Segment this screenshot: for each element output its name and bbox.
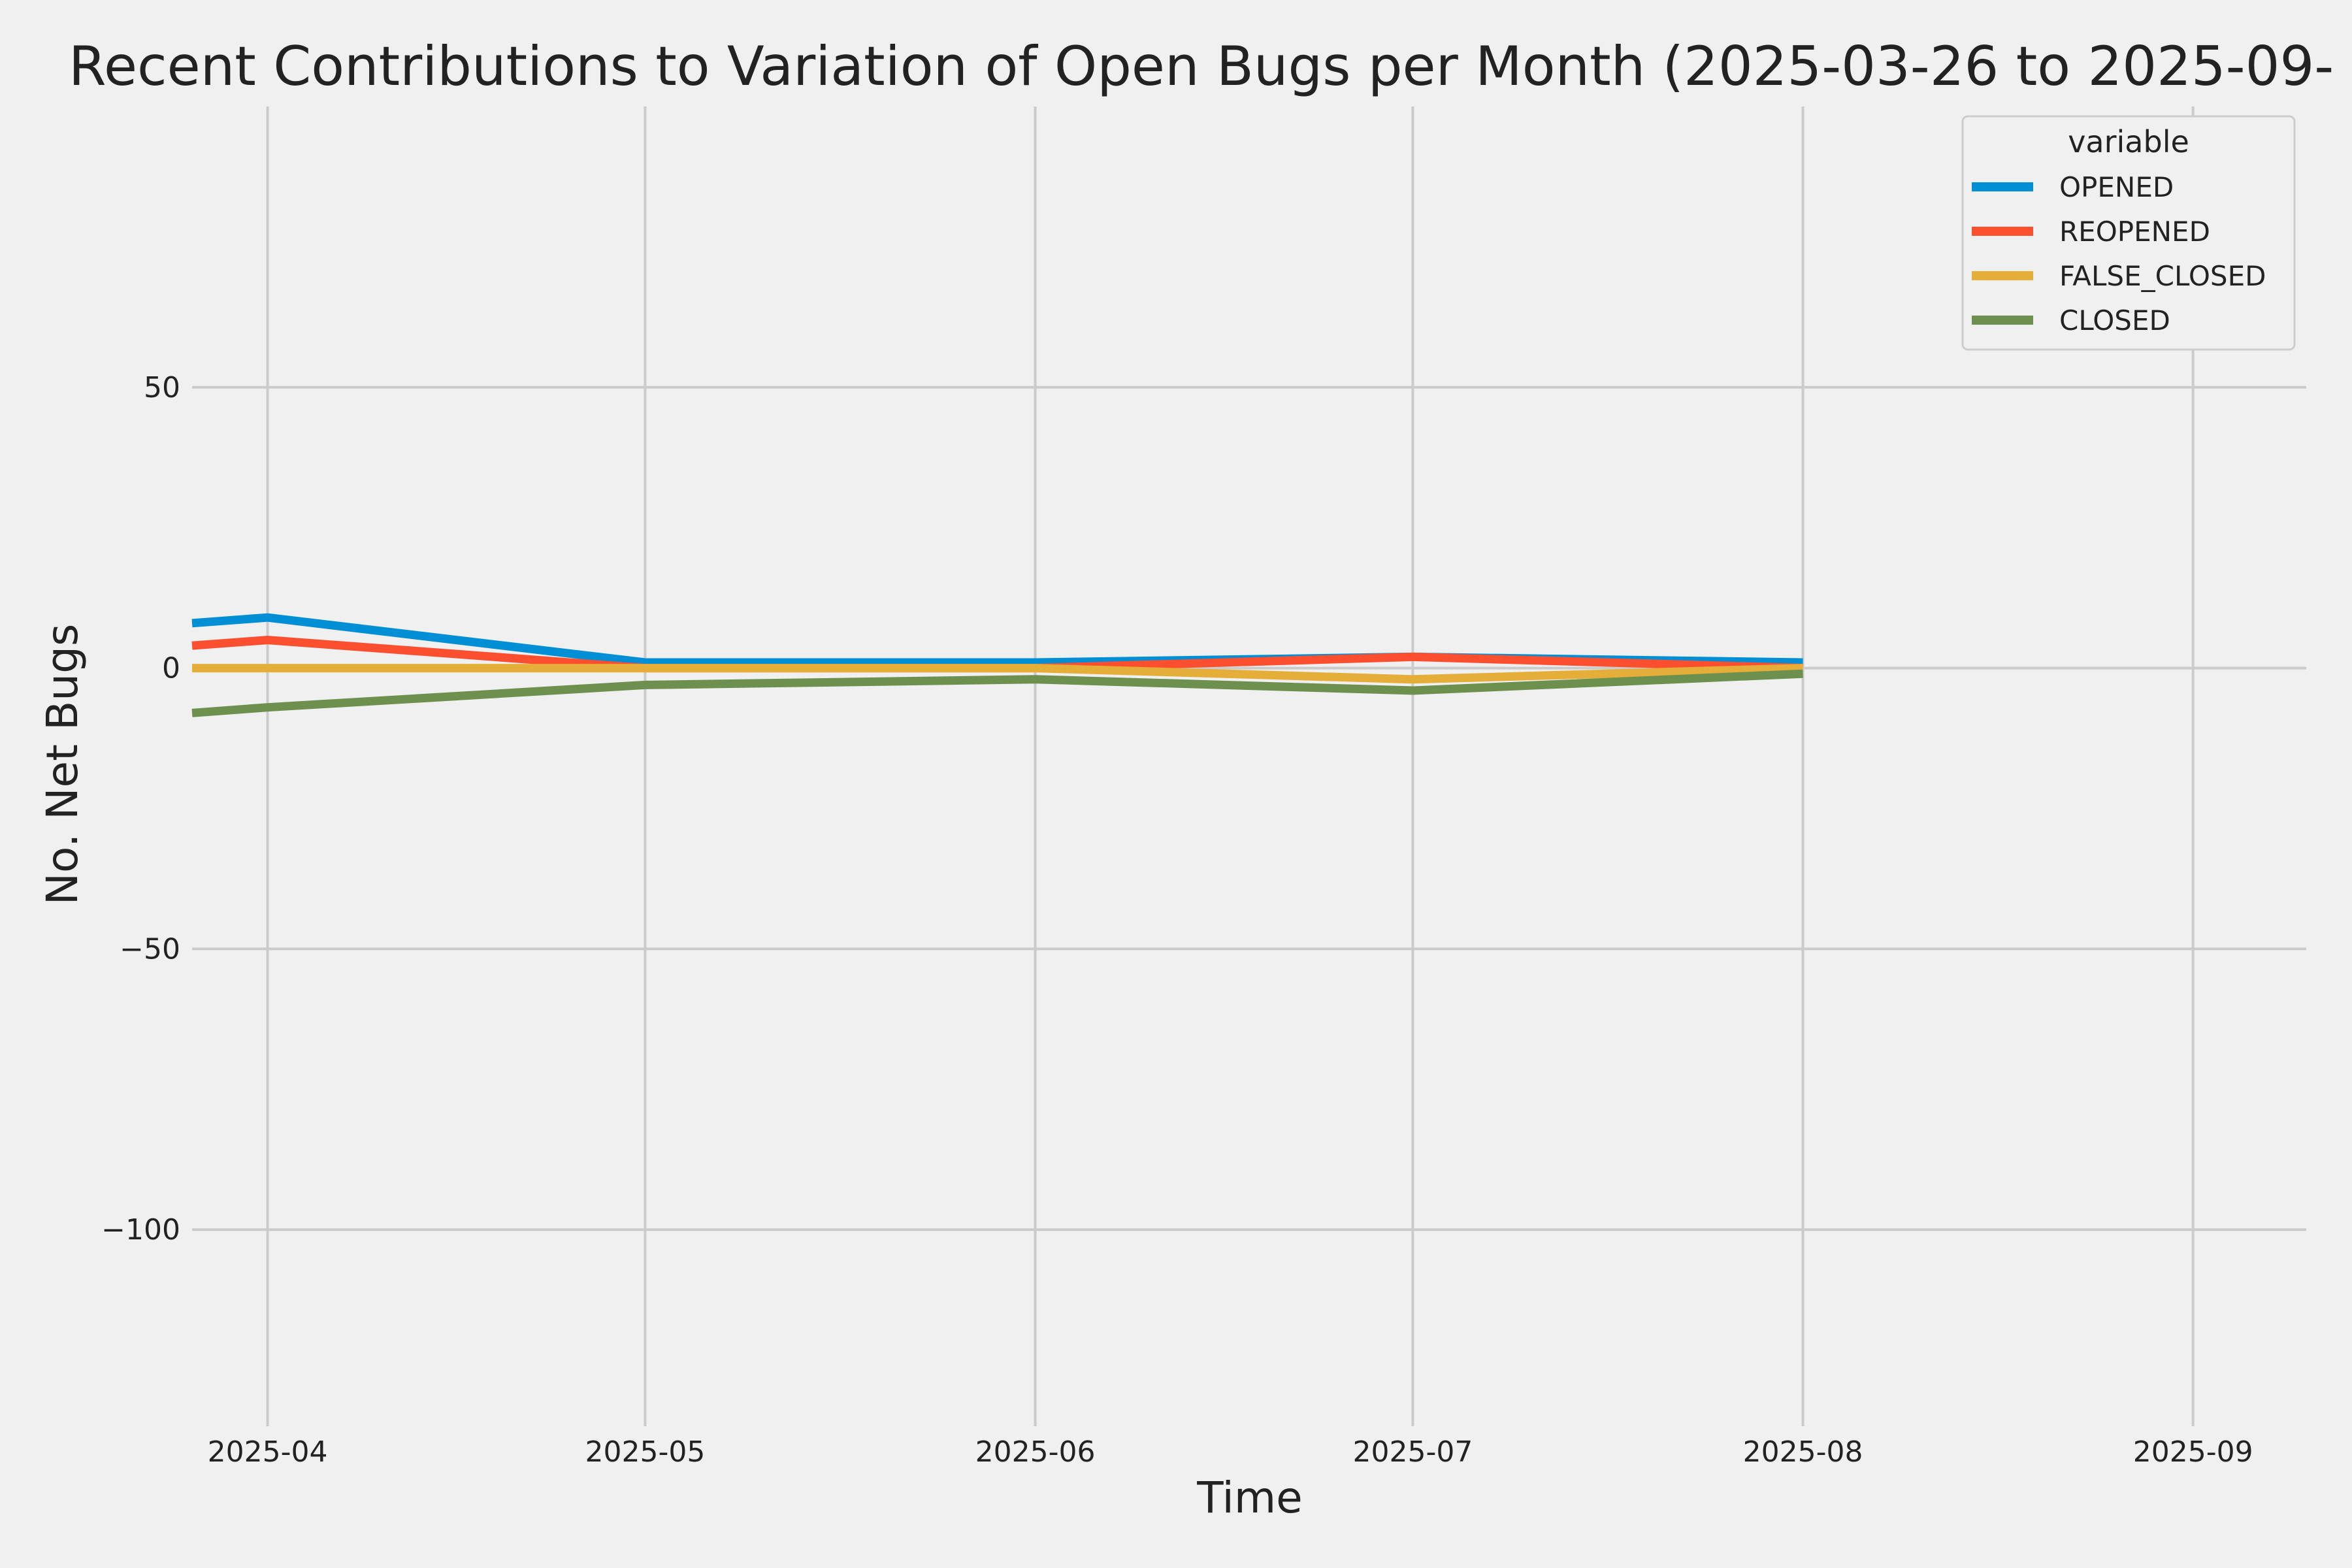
x-tick-label: 2025-09 [2133, 1435, 2253, 1469]
legend-label: CLOSED [2059, 304, 2170, 336]
legend-label: FALSE_CLOSED [2059, 260, 2266, 292]
x-tick-label: 2025-07 [1352, 1435, 1473, 1469]
x-tick-label: 2025-08 [1743, 1435, 1863, 1469]
x-tick-label: 2025-04 [208, 1435, 328, 1469]
legend-items: OPENED REOPENED FALSE_CLOSED CLOSED [1972, 171, 2266, 336]
y-axis-label: No. Net Bugs [37, 624, 88, 906]
legend: variable OPENED REOPENED FALSE_CLOSED CLOSE… [1961, 115, 2296, 351]
legend-label: REOPENED [2059, 216, 2210, 248]
legend-box [1961, 115, 2296, 351]
series-line-false-closed [192, 664, 1803, 684]
series-line-closed [191, 669, 1803, 717]
y-tick-label: −100 [101, 1213, 180, 1247]
y-tick-label: −50 [120, 932, 180, 966]
legend-label: OPENED [2059, 171, 2174, 203]
x-axis-label: Time [1196, 1473, 1303, 1523]
legend-title: variable [2068, 124, 2189, 159]
series-lines [191, 613, 1803, 717]
chart-title: Recent Contributions to Variation of Ope… [69, 35, 2334, 98]
x-tick-label: 2025-06 [975, 1435, 1096, 1469]
y-axis-ticks: 50 0 −50 −100 [101, 371, 180, 1247]
y-tick-label: 0 [162, 652, 180, 685]
x-axis-ticks: 2025-04 2025-05 2025-06 2025-07 2025-08 2025-… [208, 1435, 2253, 1469]
y-tick-label: 50 [144, 371, 180, 404]
x-tick-label: 2025-05 [585, 1435, 706, 1469]
